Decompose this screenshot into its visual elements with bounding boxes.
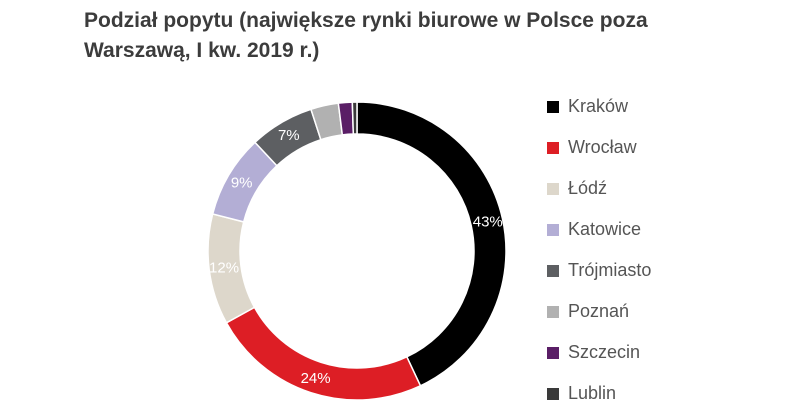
slice-label-0: 43% xyxy=(473,213,503,230)
legend-item: Łódź xyxy=(547,168,651,209)
legend-swatch xyxy=(547,223,559,236)
chart-title: Podział popytu (największe rynki biurowe… xyxy=(84,9,648,62)
legend-label: Wrocław xyxy=(568,137,637,157)
legend-label: Trójmiasto xyxy=(568,260,652,280)
legend-label: Łódź xyxy=(568,178,608,198)
legend-swatch xyxy=(547,141,559,154)
slice-label-3: 9% xyxy=(231,174,253,191)
legend-item: Lublin xyxy=(547,373,651,414)
slice-0 xyxy=(356,101,507,387)
legend-swatch xyxy=(547,387,559,400)
legend-label: Lublin xyxy=(568,383,617,403)
legend-swatch xyxy=(547,100,559,113)
legend-swatch xyxy=(547,346,559,359)
slice-label-4: 7% xyxy=(278,127,300,144)
legend-item: Poznań xyxy=(547,291,651,332)
legend-label: Katowice xyxy=(568,219,642,239)
legend-item: Kraków xyxy=(547,86,651,127)
slice-7 xyxy=(351,101,358,135)
slice-label-1: 24% xyxy=(301,370,331,387)
legend-item: Trójmiasto xyxy=(547,250,651,291)
legend: Kraków Wrocław Łódź Katowice Trójmiasto Pozna… xyxy=(547,86,651,414)
legend-item: Wrocław xyxy=(547,127,651,168)
legend-label: Szczecin xyxy=(568,342,641,362)
legend-label: Poznań xyxy=(568,301,630,321)
legend-item: Szczecin xyxy=(547,332,651,373)
legend-swatch xyxy=(547,264,559,277)
legend-swatch xyxy=(547,305,559,318)
legend-label: Kraków xyxy=(568,96,629,116)
slice-label-2: 12% xyxy=(209,259,239,276)
legend-swatch xyxy=(547,182,559,195)
legend-item: Katowice xyxy=(547,209,651,250)
